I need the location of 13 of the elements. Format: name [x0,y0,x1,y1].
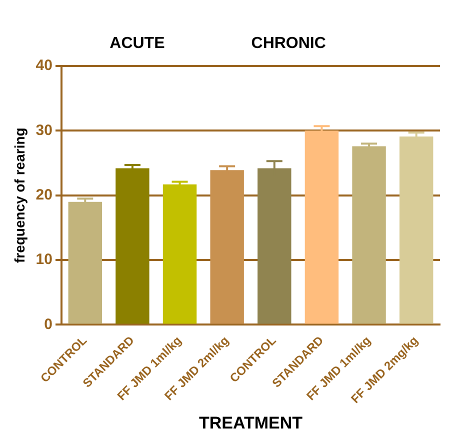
bar [352,146,386,324]
y-tick-label: 0 [44,316,52,333]
text: ACUTE [110,35,166,52]
y-tick-label: 40 [36,57,52,74]
bar [116,168,150,324]
bar [162,184,197,324]
y-tick-label: 30 [36,122,52,139]
text: CHRONIC [251,35,326,52]
y-axis-title: frequency of rearing [11,128,28,264]
y-tick-label: 20 [36,186,52,204]
y-tick-label: 10 [36,251,52,268]
bar [68,202,102,324]
x-axis-title: TREATMENT [198,413,304,432]
